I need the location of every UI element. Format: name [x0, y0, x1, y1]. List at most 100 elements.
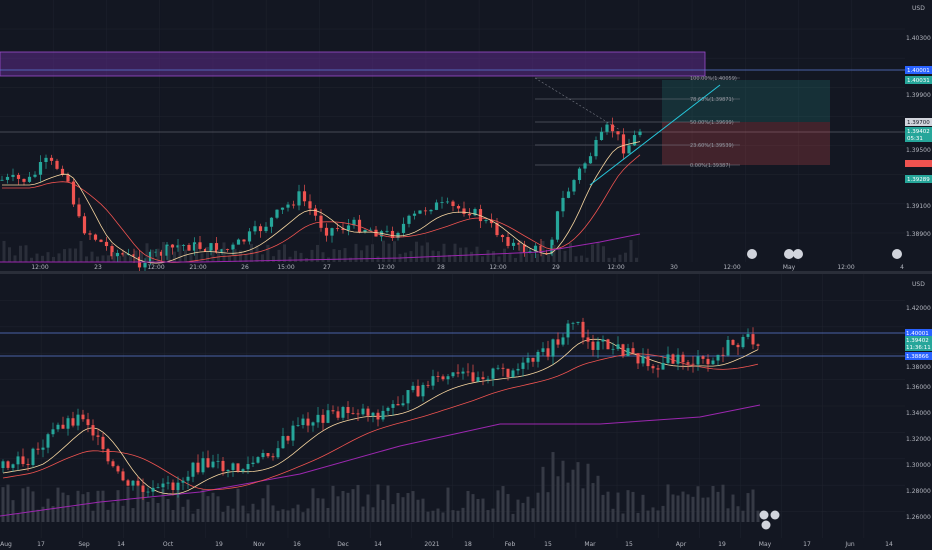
bottom-volume-bar — [411, 491, 415, 522]
bottom-volume-bar — [31, 491, 35, 522]
bottom-volume-bar — [131, 508, 135, 522]
top-volume-bar — [145, 243, 149, 262]
top-candle — [467, 213, 472, 216]
top-volume-bar — [184, 249, 187, 262]
bottom-event-icon-2 — [770, 510, 780, 520]
bottom-candle — [556, 339, 560, 345]
bottom-volume-bar — [736, 506, 740, 522]
bottom-price-tag — [905, 352, 932, 360]
bottom-volume-bar — [506, 494, 510, 522]
top-candle — [55, 160, 59, 169]
bottom-volume-bar — [301, 512, 305, 522]
bottom-volume-bar — [526, 496, 530, 522]
trendline[interactable] — [589, 84, 721, 186]
top-volume-bar — [129, 256, 132, 262]
top-candle — [104, 241, 109, 247]
top-volume-bar — [178, 244, 182, 262]
bottom-volume-bar — [336, 496, 340, 522]
top-candle — [379, 231, 384, 237]
bottom-volume-bar — [661, 505, 665, 522]
bottom-candle — [501, 367, 505, 369]
top-volume-bar — [530, 253, 534, 262]
top-volume-bar — [508, 253, 512, 262]
bottom-volume-bar — [621, 513, 625, 522]
top-time-tick: 28 — [437, 264, 445, 271]
top-volume-bar — [217, 249, 220, 262]
bottom-price-tag-text: 1.40001 — [906, 331, 929, 337]
top-price-tag — [905, 118, 932, 126]
top-volume-bar — [519, 240, 523, 262]
bottom-candle — [301, 418, 305, 426]
position-profit-zone[interactable] — [662, 80, 830, 122]
top-candle — [44, 157, 48, 163]
top-volume-bar — [30, 257, 33, 262]
fib-level-label: 100.00%(1.40059) — [690, 76, 737, 82]
fib-trend-line[interactable] — [534, 77, 621, 131]
fib-retracement[interactable]: 100.00%(1.40059) 78.60%(1.39871) 50.00%(1.… — [535, 76, 740, 169]
top-candle — [610, 124, 615, 132]
bottom-time-axis[interactable]: Aug 17 Sep 14 Oct 19 Nov 16 Dec 14 2021 18 Feb 15 Mar 1… — [0, 541, 893, 548]
bottom-time-tick: Apr — [676, 541, 687, 548]
bottom-volume-bar — [401, 497, 405, 522]
top-price-axis[interactable]: USD 1.40300 1.39900 1.39500 1.39100 1.38… — [906, 5, 931, 238]
fib-level-label: 0.00%(1.39387) — [690, 163, 731, 169]
bottom-candle — [711, 360, 715, 365]
top-candle — [440, 202, 444, 203]
top-candle — [71, 181, 76, 205]
bottom-volume-bar — [751, 489, 755, 522]
top-candle — [0, 179, 4, 181]
event-icons[interactable] — [747, 249, 902, 259]
bottom-candle — [1, 461, 5, 468]
bottom-chart-pane[interactable]: USD 1.42000 1.38000 1.36000 1.34000 1.32… — [0, 274, 932, 550]
top-volume-bar — [24, 245, 28, 262]
top-volume-bar — [189, 253, 193, 262]
bottom-time-tick: Dec — [337, 541, 349, 548]
bottom-volume-bar — [556, 476, 560, 522]
top-candle — [126, 254, 131, 256]
resistance-zone[interactable] — [0, 51, 706, 77]
bottom-event-icon-3 — [761, 520, 771, 530]
top-candle — [566, 191, 571, 198]
top-volume-bar — [387, 243, 391, 262]
top-time-axis[interactable]: 12:00 23 12:00 21:00 26 15:00 27 12:00 28 12:00 29… — [31, 264, 904, 271]
bottom-volume-bar — [421, 498, 425, 522]
top-chart-canvas[interactable]: 100.00%(1.40059) 78.60%(1.39871) 50.00%(1.… — [0, 0, 932, 272]
bottom-volume-bar — [231, 508, 235, 522]
bottom-candle — [436, 376, 440, 377]
bottom-time-tick: Jun — [844, 541, 855, 548]
bottom-candle — [46, 434, 50, 448]
top-candle — [517, 242, 521, 245]
bottom-volume-bar — [451, 510, 455, 522]
bottom-candle — [236, 463, 240, 472]
bottom-volume-bar — [471, 494, 475, 522]
pane-divider[interactable] — [0, 271, 932, 274]
bottom-candle — [351, 412, 355, 414]
bottom-candle — [151, 487, 155, 492]
top-candle — [225, 249, 230, 250]
bottom-event-icons[interactable] — [759, 510, 780, 530]
bottom-candle — [626, 348, 630, 357]
top-candle — [500, 235, 505, 238]
top-volume-bar — [448, 254, 451, 262]
bottom-volume-bar — [566, 482, 570, 522]
bottom-time-tick: 15 — [625, 541, 633, 548]
bottom-candle — [466, 371, 470, 373]
bottom-price-axis[interactable]: USD 1.42000 1.38000 1.36000 1.34000 1.32… — [906, 281, 931, 521]
bottom-chart-canvas[interactable]: USD 1.42000 1.38000 1.36000 1.34000 1.32… — [0, 274, 932, 550]
top-chart-pane[interactable]: 100.00%(1.40059) 78.60%(1.39871) 50.00%(1.… — [0, 0, 932, 272]
top-candle — [484, 220, 488, 222]
bottom-volume-bar — [376, 484, 380, 522]
top-candle — [495, 223, 499, 236]
bottom-candle — [246, 464, 250, 470]
bottom-volume-bar — [631, 491, 635, 522]
top-volume-bar — [96, 256, 99, 262]
bottom-volume-bar — [296, 504, 300, 522]
bottom-volume-bar — [371, 507, 375, 522]
bottom-volume-bar — [726, 508, 730, 522]
bottom-candle — [21, 456, 25, 465]
bottom-volume-bar — [41, 506, 45, 522]
top-volume-bar — [382, 240, 385, 262]
top-volume-bar — [151, 249, 154, 262]
position-loss-zone[interactable] — [662, 122, 830, 165]
top-volume-bar — [558, 246, 561, 262]
